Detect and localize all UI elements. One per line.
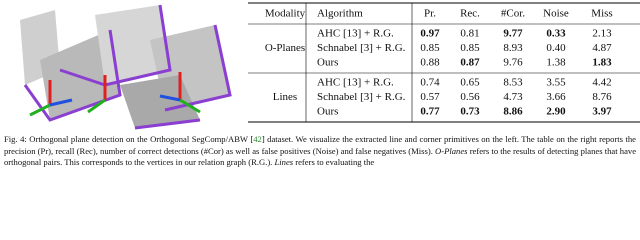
scene-image	[0, 0, 245, 132]
caption-segment: Fig. 4: Orthogonal plane detection on th…	[4, 134, 254, 144]
value-cell: 0.57	[420, 91, 440, 103]
header-cell: Noise	[543, 8, 569, 20]
value-cell: 0.65	[460, 77, 480, 89]
value-cell: 4.73	[503, 91, 523, 103]
value-cell: 2.13	[592, 28, 612, 40]
value-cell: 0.87	[460, 57, 480, 69]
caption-segment: Lines	[274, 157, 294, 168]
value-cell: 0.40	[546, 42, 566, 54]
value-cell: 0.88	[420, 57, 440, 69]
algorithm-cell: Ours	[317, 106, 338, 118]
axis-arrow	[49, 98, 73, 107]
caption-segment: refers to the results of detecting plane…	[4, 145, 637, 168]
modality-cell: Lines	[273, 91, 297, 103]
header-cell: #Cor.	[501, 8, 525, 20]
header-cell: Rec.	[460, 8, 480, 20]
value-cell: 0.74	[420, 77, 440, 89]
value-cell: 2.90	[546, 106, 566, 118]
value-cell: 4.42	[592, 77, 611, 89]
axis-arrow	[87, 98, 106, 114]
line	[23, 29, 122, 122]
figure: Modality Algorithm Pr. Rec. #Cor. Noise Miss AH…	[0, 0, 640, 169]
corner-primitives	[29, 72, 201, 117]
value-cell: 8.93	[503, 42, 523, 54]
axis-arrow	[159, 94, 181, 102]
modality-cell: O-Planes	[265, 42, 305, 54]
caption-segment: 42	[253, 134, 262, 144]
caption-segment: O-Planes	[435, 145, 468, 156]
axis-arrow	[29, 103, 51, 117]
value-cell: 8.86	[503, 106, 523, 118]
value-cell: 0.97	[420, 28, 440, 40]
results-table: Modality Algorithm Pr. Rec. #Cor. Noise Miss AH…	[248, 2, 640, 123]
caption: Fig. 4: Orthogonal plane detection on th…	[4, 134, 636, 169]
value-cell: 0.85	[420, 42, 440, 54]
algorithm-cell: Ours	[317, 57, 338, 69]
value-cell: 1.38	[546, 57, 566, 69]
header-cell: Miss	[591, 8, 612, 20]
value-cell: 0.81	[460, 28, 479, 40]
caption-segment: refers to evaluating the	[293, 157, 375, 168]
value-cell: 3.66	[546, 91, 566, 103]
algorithm-cell: Schnabel [3] + R.G.	[317, 91, 406, 103]
plane	[40, 30, 120, 120]
header-cell: Modality	[265, 8, 306, 20]
line	[59, 4, 172, 87]
value-cell: 0.73	[460, 106, 480, 118]
value-cell: 0.56	[460, 91, 480, 103]
caption-segment: ] dataset. We visualize the extracted li…	[4, 134, 636, 156]
value-cell: 8.53	[503, 77, 523, 89]
value-cell: 0.85	[460, 42, 480, 54]
value-cell: 3.97	[592, 106, 612, 118]
header-cell: Pr.	[424, 8, 436, 20]
line	[134, 118, 201, 130]
value-cell: 0.33	[546, 28, 566, 40]
algorithm-cell: Schnabel [3] + R.G.	[317, 42, 406, 54]
plane	[95, 5, 170, 85]
axis-arrow	[179, 98, 201, 114]
value-cell: 9.76	[503, 57, 523, 69]
algorithm-cell: AHC [13] + R.G.	[317, 28, 394, 40]
value-cell: 1.83	[592, 57, 612, 69]
algorithm-cell: AHC [13] + R.G.	[317, 77, 394, 89]
value-cell: 0.77	[420, 106, 440, 118]
value-cell: 9.77	[503, 28, 523, 40]
header-cell: Algorithm	[317, 8, 363, 20]
value-cell: 4.87	[592, 42, 612, 54]
value-cell: 3.55	[546, 77, 566, 89]
value-cell: 8.76	[592, 91, 612, 103]
